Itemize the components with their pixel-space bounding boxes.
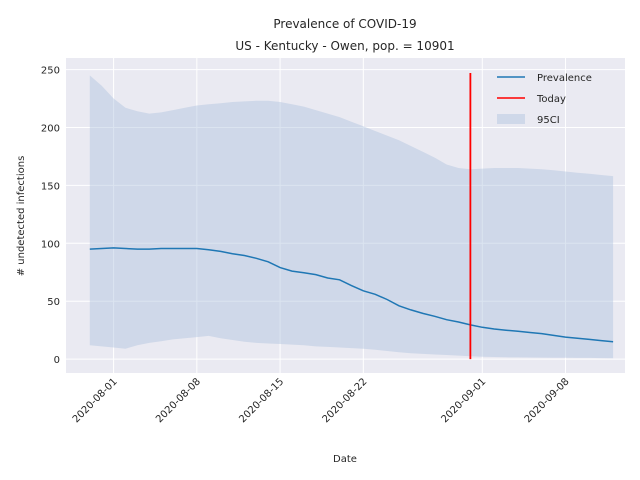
y-tick-label: 50	[47, 297, 60, 308]
y-tick-label: 250	[41, 66, 60, 77]
legend-label-95ci: 95CI	[537, 115, 560, 126]
x-tick-label: 2020-08-01	[71, 376, 120, 425]
y-axis-ticks: 0 50 100 150 200 250	[41, 66, 60, 367]
y-tick-label: 0	[54, 355, 60, 366]
y-tick-label: 200	[41, 123, 60, 134]
grid-lines	[66, 58, 625, 373]
x-axis-label: Date	[333, 454, 357, 465]
x-tick-label: 2020-09-01	[440, 376, 489, 425]
x-axis-ticks: 2020-08-01 2020-08-08 2020-08-15 2020-08-22…	[71, 376, 572, 425]
legend-swatch-95ci	[497, 114, 525, 124]
chart-title: Prevalence of COVID-19	[273, 17, 416, 31]
legend: Prevalence Today 95CI	[497, 73, 592, 126]
x-tick-label: 2020-08-15	[237, 376, 286, 425]
y-tick-label: 150	[41, 181, 60, 192]
y-axis-label: # undetected infections	[16, 156, 27, 277]
legend-label-prevalence: Prevalence	[537, 73, 592, 84]
x-tick-label: 2020-08-22	[321, 376, 370, 425]
x-tick-label: 2020-08-08	[154, 376, 203, 425]
prevalence-line	[89, 247, 614, 343]
legend-label-today: Today	[536, 94, 566, 105]
y-tick-label: 100	[41, 239, 60, 250]
chart-subtitle: US - Kentucky - Owen, pop. = 10901	[235, 39, 454, 53]
plot-area	[66, 58, 625, 373]
ci-band	[89, 75, 614, 359]
x-tick-label: 2020-09-08	[523, 376, 572, 425]
